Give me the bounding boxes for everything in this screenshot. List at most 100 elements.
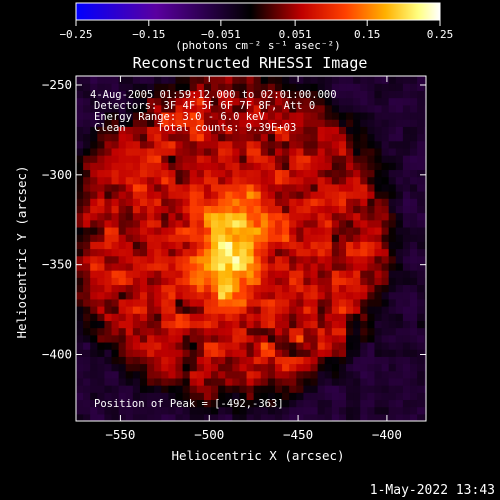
heatmap-cell (132, 270, 141, 278)
heatmap-cell (282, 327, 290, 336)
heatmap-cell (338, 392, 347, 401)
heatmap-cell (253, 277, 262, 286)
heatmap-cell (367, 111, 376, 120)
heatmap-cell (90, 111, 98, 120)
heatmap-cell (353, 104, 361, 113)
heatmap-cell (303, 119, 312, 127)
heatmap-cell (374, 219, 383, 228)
heatmap-cell (132, 147, 141, 156)
heatmap-cell (267, 126, 276, 135)
heatmap-cell (118, 313, 127, 321)
heatmap-cell (424, 392, 426, 401)
heatmap-cell (274, 385, 283, 393)
heatmap-cell (161, 392, 169, 401)
heatmap-cell (182, 126, 191, 135)
heatmap-cell (267, 270, 276, 278)
heatmap-cell (303, 413, 312, 421)
heatmap-cell (154, 349, 162, 357)
heatmap-cell (111, 155, 120, 163)
heatmap-cell (76, 176, 84, 185)
heatmap-cell (253, 147, 262, 156)
heatmap-cell (267, 334, 276, 343)
heatmap-cell (168, 205, 177, 214)
heatmap-cell (367, 133, 376, 142)
heatmap-cell (296, 349, 305, 357)
x-axis-label: Heliocentric X (arcsec) (171, 448, 344, 463)
heatmap-cell (118, 104, 127, 113)
heatmap-cell (90, 255, 98, 264)
heatmap-cell (317, 385, 326, 393)
heatmap-cell (182, 205, 191, 214)
heatmap-cell (111, 320, 120, 329)
heatmap-cell (111, 248, 120, 257)
heatmap-cell (253, 406, 262, 415)
heatmap-cell (97, 212, 106, 221)
heatmap-cell (417, 377, 425, 386)
heatmap-cell (374, 191, 383, 199)
heatmap-cell (139, 327, 148, 336)
heatmap-cell (317, 270, 326, 278)
heatmap-cell (203, 334, 212, 343)
heatmap-cell (424, 262, 426, 271)
heatmap-cell (118, 119, 127, 127)
heatmap-cell (203, 212, 212, 221)
heatmap-cell (388, 234, 397, 242)
heatmap-cell (424, 313, 426, 321)
heatmap-cell (211, 306, 219, 314)
heatmap-cell (182, 363, 191, 372)
heatmap-cell (154, 363, 162, 372)
heatmap-cell (267, 255, 276, 264)
heatmap-cell (346, 413, 354, 421)
heatmap-cell (424, 255, 426, 264)
heatmap-cell (253, 241, 262, 250)
heatmap-cell (90, 176, 98, 185)
heatmap-cell (310, 284, 319, 293)
heatmap-cell (132, 349, 141, 357)
heatmap-cell (346, 377, 354, 386)
heatmap-cell (346, 313, 354, 321)
heatmap-cell (331, 90, 340, 99)
heatmap-cell (360, 248, 368, 257)
heatmap-cell (267, 219, 276, 228)
heatmap-cell (395, 162, 404, 171)
heatmap-cell (147, 241, 155, 250)
heatmap-cell (260, 313, 269, 321)
heatmap-cell (289, 169, 297, 178)
heatmap-cell (161, 83, 169, 91)
heatmap-cell (182, 176, 191, 185)
heatmap-cell (196, 327, 205, 336)
heatmap-cell (90, 198, 98, 206)
heatmap-cell (118, 356, 127, 365)
heatmap-cell (246, 284, 255, 293)
heatmap-cell (424, 212, 426, 221)
heatmap-cell (218, 306, 226, 314)
heatmap-cell (189, 104, 198, 113)
colorbar-tick-label: 0.051 (279, 28, 312, 41)
heatmap-cell (225, 284, 233, 293)
heatmap-cell (161, 306, 169, 314)
heatmap-cell (175, 349, 184, 357)
heatmap-cell (289, 270, 297, 278)
heatmap-cell (303, 334, 312, 343)
heatmap-cell (104, 284, 113, 293)
heatmap-cell (424, 370, 426, 379)
heatmap-cell (118, 341, 127, 350)
heatmap-cell (381, 111, 390, 120)
heatmap-cell (161, 291, 169, 300)
heatmap-cell (353, 255, 361, 264)
heatmap-cell (402, 140, 411, 149)
heatmap-cell (225, 356, 233, 365)
heatmap-cell (125, 306, 134, 314)
heatmap-cell (76, 104, 84, 113)
heatmap-cell (168, 327, 177, 336)
heatmap-cell (296, 176, 305, 185)
heatmap-cell (367, 104, 376, 113)
heatmap-cell (367, 277, 376, 286)
heatmap-cell (253, 76, 262, 84)
heatmap-cell (424, 104, 426, 113)
heatmap-cell (338, 126, 347, 135)
heatmap-cell (317, 241, 326, 250)
heatmap-cell (317, 133, 326, 142)
heatmap-cell (402, 198, 411, 206)
heatmap-cell (417, 392, 425, 401)
